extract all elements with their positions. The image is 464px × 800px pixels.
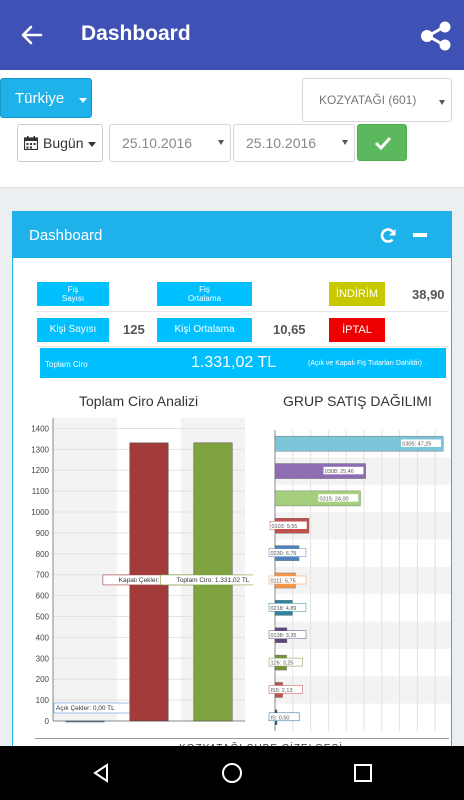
date-from-value: 25.10.2016: [122, 135, 193, 151]
iptal-badge: İPTAL: [329, 318, 385, 342]
data-label-bg: [268, 548, 307, 557]
plot-band: [53, 418, 117, 721]
apply-button[interactable]: [357, 124, 407, 161]
data-label: Kapalı Çekler: 1.331,: [119, 577, 180, 584]
filter-bar: Türkiye KOZYATAĞI (601) Bugün 25.10.2016…: [0, 70, 464, 188]
divider: [35, 346, 449, 347]
share-icon[interactable]: [420, 21, 452, 51]
date-to-value: 25.10.2016: [246, 135, 317, 151]
panel-title: Dashboard: [29, 227, 103, 244]
page-title: Dashboard: [81, 22, 191, 45]
data-label: 0111: 5,75: [271, 579, 296, 585]
ciro-bar-chart: 0 100 200 300 400 500 600 700 800 900 1000 1100 1200…: [31, 418, 253, 726]
divider: [35, 311, 449, 312]
arrow-left-icon[interactable]: [18, 21, 46, 49]
refresh-icon[interactable]: [379, 227, 397, 245]
data-label: 0103: 9,55: [271, 524, 297, 530]
divider: [35, 738, 449, 739]
plot-band: [275, 676, 451, 704]
calendar-icon: [24, 136, 38, 150]
kisi-ortalama-value: 10,65: [273, 322, 306, 337]
y-tick-label: 1200: [31, 466, 49, 475]
data-label-bg: [268, 657, 303, 667]
data-label-bg: [322, 466, 364, 475]
kisi-sayisi-label: Kişi Sayısı: [37, 318, 109, 342]
chevron-down-icon: [218, 140, 224, 145]
data-label-bg: [400, 438, 442, 448]
country-label: Türkiye: [15, 90, 65, 107]
fis-ortalama-label: Fiş Ortalama: [157, 282, 252, 306]
y-tick-label: 900: [36, 529, 50, 538]
data-label-bg: [269, 521, 308, 530]
total-ciro-bar: Toplam Ciro 1.331,02 TL (Açık ve Kapalı …: [40, 348, 446, 378]
period-label: Bugün: [43, 135, 84, 151]
data-label-bg: [317, 493, 359, 503]
branch-value: KOZYATAĞI (601): [319, 93, 417, 107]
total-note: (Açık ve Kapalı Fiş Tutarları Dahildir): [308, 360, 422, 367]
y-tick-label: 1400: [31, 424, 49, 433]
data-label: IS5: 2,13: [271, 688, 293, 694]
grup-bar-chart: 0305: 47,25 0308: 25,46 0315: 24,00 0103: 9…: [268, 430, 451, 731]
data-label-bg: [268, 603, 307, 612]
kisi-sayisi-value: 125: [123, 322, 145, 337]
data-label: 0218: 4,89: [271, 606, 297, 612]
kisi-ortalama-label: Kişi Ortalama: [157, 318, 252, 342]
chevron-down-icon: [342, 140, 348, 145]
caret-down-icon: [79, 98, 87, 103]
y-tick-label: 400: [36, 633, 50, 642]
y-tick-label: 700: [36, 571, 50, 580]
date-from-field[interactable]: 25.10.2016: [109, 124, 231, 162]
data-label: 0230: 6,75: [271, 551, 297, 557]
nav-recents-icon[interactable]: [352, 762, 374, 784]
caret-down-icon: [88, 142, 96, 147]
y-tick-label: 200: [36, 675, 50, 684]
chart-title-grup: GRUP SATIŞ DAĞILIMI: [283, 393, 432, 409]
indirim-badge: İNDİRİM: [329, 282, 385, 306]
data-label: 0305: 47,25: [402, 442, 431, 448]
data-label-bg: [268, 685, 303, 694]
y-tick-label: 1300: [31, 445, 49, 454]
minus-icon[interactable]: [413, 233, 427, 237]
country-dropdown[interactable]: Türkiye: [0, 78, 92, 118]
total-label: Toplam Ciro: [45, 360, 88, 369]
y-tick-label: 600: [36, 592, 50, 601]
total-value: 1.331,02 TL: [191, 354, 277, 371]
indirim-value: 38,90: [412, 287, 445, 302]
nav-back-icon[interactable]: [90, 762, 112, 784]
data-label: 0315: 24,00: [320, 496, 349, 502]
check-icon: [374, 136, 392, 150]
app-bar: Dashboard: [0, 0, 464, 70]
fis-sayisi-label: Fiş Sayısı: [37, 282, 109, 306]
data-label: Açık Çekler: 0,00 TL: [56, 705, 115, 712]
y-tick-label: 300: [36, 654, 50, 663]
period-dropdown[interactable]: Bugün: [17, 124, 103, 162]
chevron-down-icon: [439, 100, 445, 105]
dashboard-panel: Dashboard Fiş Sayısı Fiş Ortalama İNDİRİM …: [12, 211, 452, 771]
data-label-bg: [160, 574, 253, 586]
y-tick-label: 500: [36, 613, 50, 622]
data-label: Toplam Ciro: 1.331,02 TL: [177, 577, 250, 584]
data-label-bg: [268, 712, 300, 722]
nav-home-icon[interactable]: [221, 762, 243, 784]
y-tick-label: 1100: [32, 487, 50, 496]
data-label: IS: 0,50: [271, 715, 290, 721]
y-tick-label: 1000: [31, 508, 49, 517]
date-to-field[interactable]: 25.10.2016: [233, 124, 355, 162]
y-tick-label: 0: [45, 717, 50, 726]
data-label: 0308: 25,46: [325, 469, 354, 475]
data-label: 126: 3,25: [271, 661, 294, 667]
y-tick-label: 100: [36, 696, 50, 705]
system-nav-bar: [0, 746, 464, 800]
branch-select[interactable]: KOZYATAĞI (601): [302, 78, 452, 122]
data-label-bg: [268, 630, 307, 639]
data-label-bg: [268, 575, 307, 585]
panel-header: Dashboard: [13, 212, 451, 258]
data-label: 0138: 3,35: [271, 633, 297, 639]
bar: [65, 720, 105, 723]
chart-title-ciro: Toplam Ciro Analizi: [79, 393, 199, 409]
y-tick-label: 800: [36, 550, 50, 559]
